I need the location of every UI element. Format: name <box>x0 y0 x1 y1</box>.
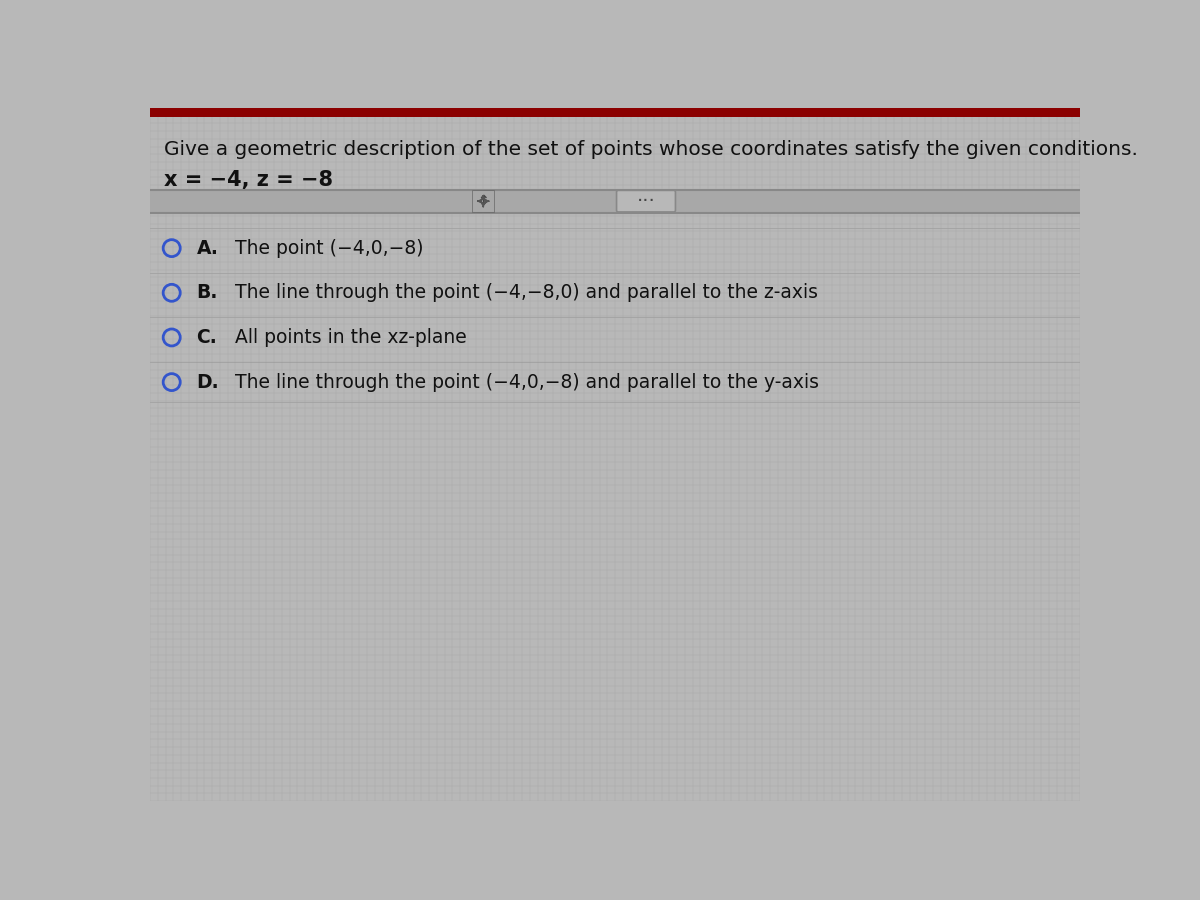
Bar <box>150 108 1080 117</box>
Bar <box>150 189 1080 213</box>
Text: x = −4, z = −8: x = −4, z = −8 <box>164 169 332 190</box>
Text: The line through the point (−4,0,−8) and parallel to the y-axis: The line through the point (−4,0,−8) and… <box>235 373 820 392</box>
Text: All points in the xz-plane: All points in the xz-plane <box>235 328 467 347</box>
Text: The line through the point (−4,−8,0) and parallel to the z-axis: The line through the point (−4,−8,0) and… <box>235 284 818 302</box>
Text: Give a geometric description of the set of points whose coordinates satisfy the : Give a geometric description of the set … <box>164 140 1138 159</box>
Text: ↕: ↕ <box>478 194 490 208</box>
Text: D.: D. <box>197 373 220 392</box>
Text: A.: A. <box>197 238 218 257</box>
FancyBboxPatch shape <box>617 191 676 211</box>
Text: C.: C. <box>197 328 217 347</box>
Text: B.: B. <box>197 284 218 302</box>
Text: The point (−4,0,−8): The point (−4,0,−8) <box>235 238 424 257</box>
Text: ↔: ↔ <box>478 194 490 208</box>
Text: ···: ··· <box>637 192 655 211</box>
